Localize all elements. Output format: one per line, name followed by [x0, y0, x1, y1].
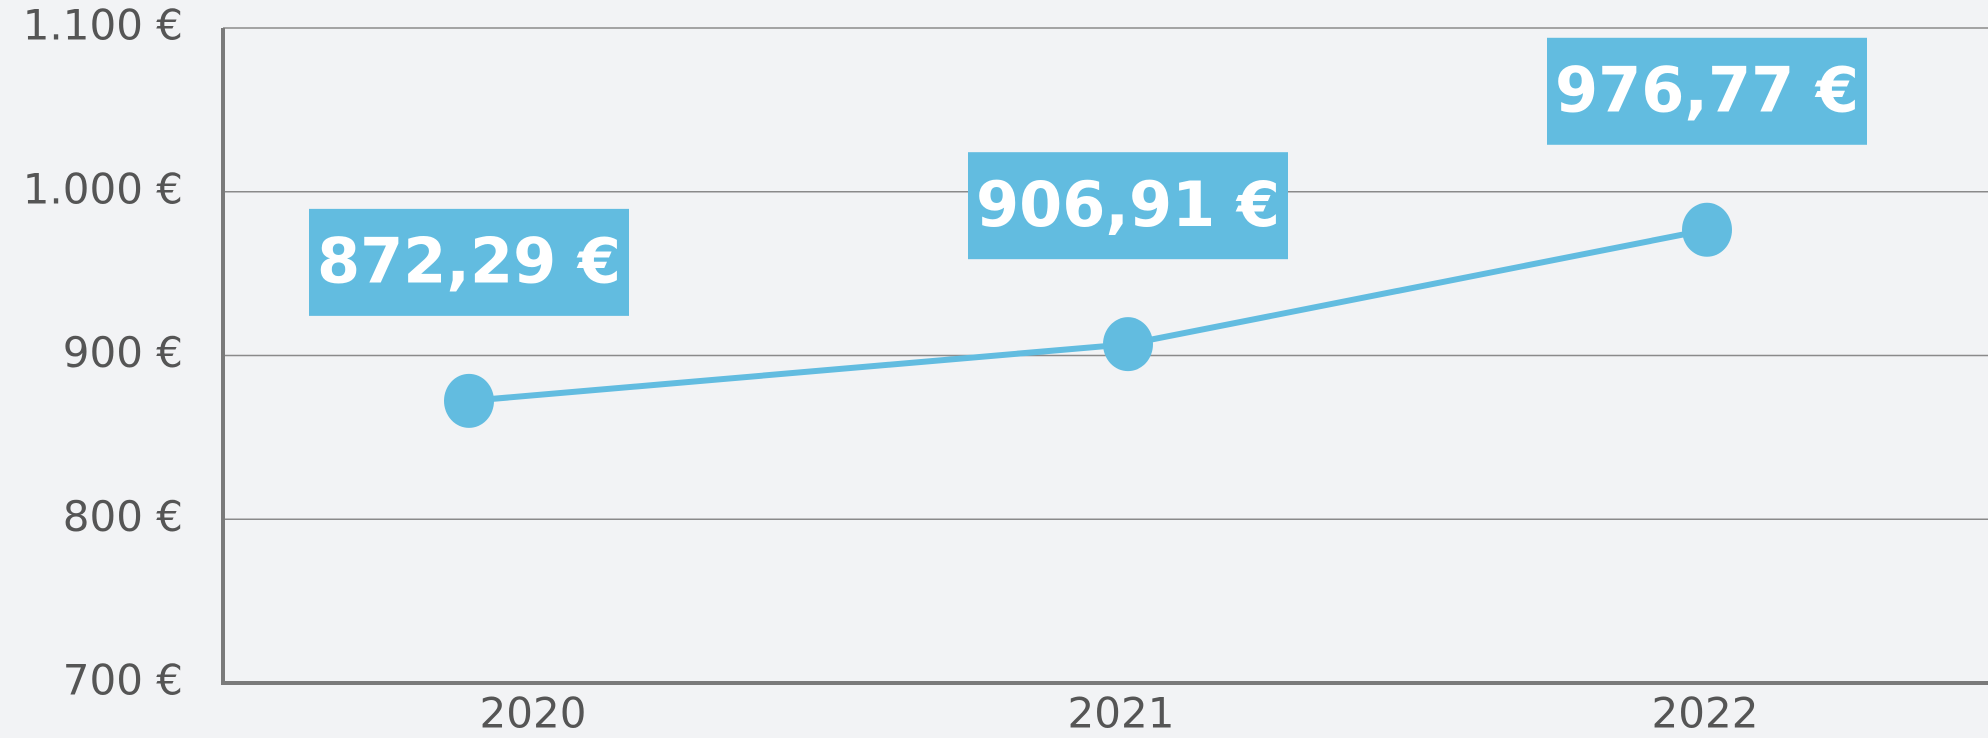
- label-box: [1547, 37, 1867, 145]
- point: [1682, 202, 1732, 257]
- y-tick-label: 1.000 €: [23, 164, 183, 213]
- x-tick-label: 2020: [480, 689, 587, 738]
- label-box: [309, 208, 629, 316]
- label-box: [968, 152, 1288, 260]
- value-label: 872,29 €: [317, 224, 621, 297]
- point: [1103, 317, 1153, 372]
- y-tick-label: 800 €: [63, 492, 183, 541]
- value-label: 976,77 €: [1555, 53, 1859, 126]
- y-tick-label: 1.100 €: [23, 1, 183, 50]
- y-tick-label: 900 €: [63, 328, 183, 377]
- x-tick-label: 2022: [1652, 689, 1759, 738]
- point: [444, 373, 494, 428]
- y-tick-label: 700 €: [63, 656, 183, 705]
- x-tick-label: 2021: [1068, 689, 1175, 738]
- value-label: 906,91 €: [976, 168, 1280, 241]
